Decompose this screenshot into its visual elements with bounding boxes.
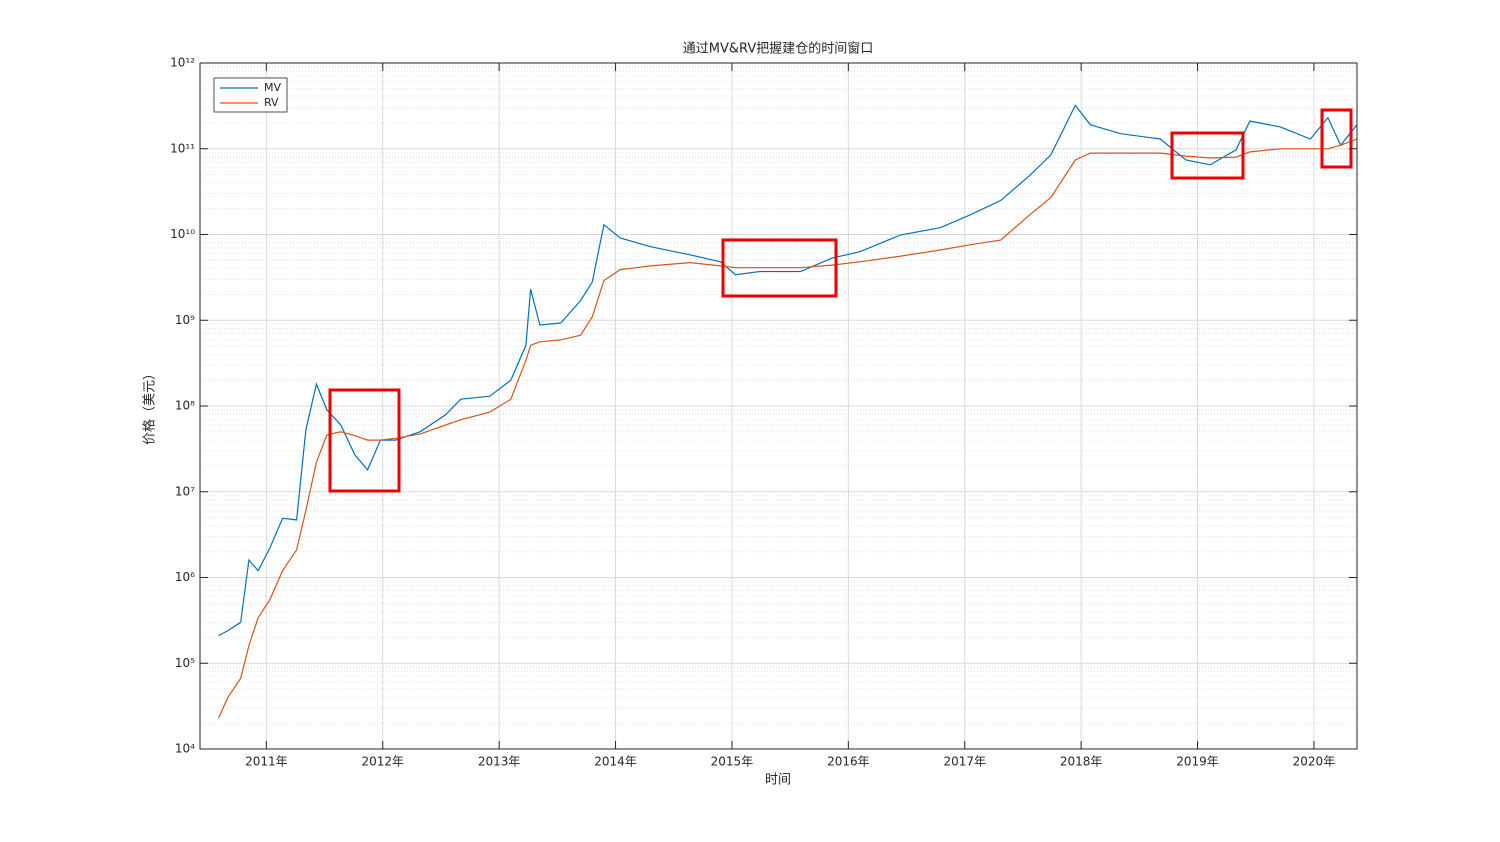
- series-line: [218, 138, 1358, 719]
- legend-label: RV: [264, 96, 279, 109]
- x-tick-label: 2018年: [1060, 755, 1103, 769]
- x-tick-label: 2019年: [1176, 755, 1219, 769]
- y-axis-label: 价格（美元）: [142, 367, 158, 445]
- highlight-box: [328, 388, 401, 493]
- x-axis-label: 时间: [765, 773, 791, 788]
- y-tick-label: 10¹¹: [170, 141, 195, 155]
- series-line: [218, 104, 1358, 637]
- x-tick-label: 2016年: [827, 755, 870, 769]
- highlight-box: [1170, 131, 1245, 180]
- highlight-box: [1320, 108, 1353, 169]
- x-tick-label: 2015年: [711, 755, 754, 769]
- y-tick-label: 10⁷: [175, 484, 195, 498]
- series-lines: [218, 104, 1358, 719]
- x-tick-label: 2011年: [245, 755, 288, 769]
- y-tick-label: 10⁶: [175, 570, 195, 584]
- legend-box: [213, 77, 288, 113]
- legend-label: MV: [264, 81, 281, 94]
- highlight-box: [721, 238, 838, 298]
- y-tick-label: 10⁸: [175, 399, 195, 413]
- y-tick-label: 10⁹: [175, 313, 195, 327]
- chart-title: 通过MV&RV把握建仓的时间窗口: [683, 41, 873, 57]
- x-tick-label: 2012年: [361, 755, 404, 769]
- y-tick-label: 10¹⁰: [170, 227, 195, 241]
- x-tick-label: 2014年: [594, 755, 637, 769]
- ticks: 10⁴ 10⁵ 10⁶ 10⁷ 10⁸ 10⁹ 10¹⁰ 10¹¹ 10¹² 2011年 2012年…: [170, 56, 1357, 769]
- legend: MV RV: [213, 77, 288, 113]
- y-tick-label: 10⁴: [175, 742, 195, 756]
- y-tick-label: 10⁵: [175, 656, 195, 670]
- x-tick-label: 2020年: [1293, 755, 1336, 769]
- y-tick-label: 10¹²: [170, 56, 195, 70]
- highlight-boxes: [328, 108, 1353, 493]
- x-tick-label: 2013年: [478, 755, 521, 769]
- x-tick-label: 2017年: [943, 755, 986, 769]
